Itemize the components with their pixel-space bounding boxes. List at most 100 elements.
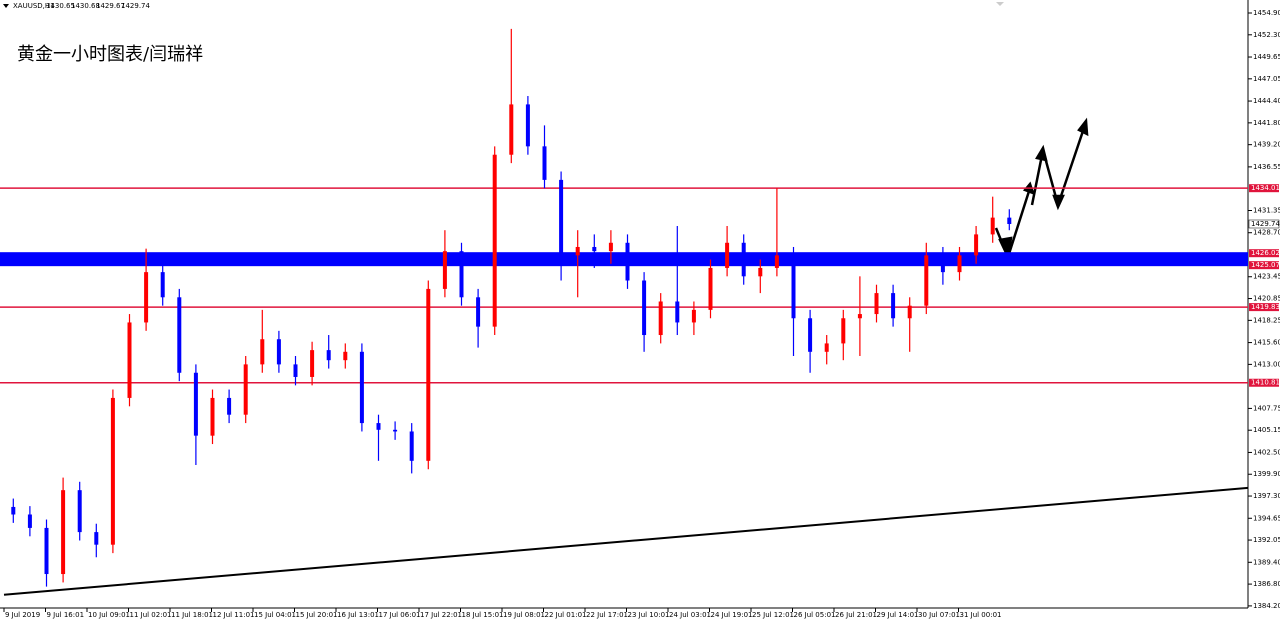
candle-body bbox=[343, 351, 348, 361]
candle-body bbox=[509, 104, 514, 155]
candle-body bbox=[874, 293, 879, 315]
candle-body bbox=[758, 267, 763, 277]
candle-body bbox=[608, 242, 613, 252]
level-label-box bbox=[1249, 249, 1279, 258]
candle-body bbox=[393, 429, 398, 432]
y-tick-label: 1386.80 bbox=[1253, 580, 1280, 588]
x-tick-label: 17 Jul 22:01 bbox=[420, 611, 462, 619]
x-tick-label: 24 Jul 19:01 bbox=[711, 611, 753, 619]
x-tick-label: 26 Jul 21:01 bbox=[835, 611, 877, 619]
level-label-box bbox=[1249, 303, 1279, 312]
x-tick-label: 22 Jul 17:01 bbox=[586, 611, 628, 619]
candle-body bbox=[409, 431, 414, 461]
shift-marker bbox=[996, 2, 1004, 6]
candle-body bbox=[824, 343, 829, 352]
candle-body bbox=[459, 251, 464, 298]
level-label-box bbox=[1249, 261, 1279, 270]
chart-title: 黄金一小时图表/闫瑞祥 bbox=[17, 44, 203, 65]
x-tick-label: 25 Jul 12:01 bbox=[752, 611, 794, 619]
y-tick-label: 1444.40 bbox=[1253, 97, 1280, 105]
candle-body bbox=[857, 314, 862, 319]
candle-body bbox=[476, 297, 481, 327]
candle-body bbox=[907, 305, 912, 319]
y-tick-label: 1392.05 bbox=[1253, 536, 1280, 544]
y-tick-label: 1420.85 bbox=[1253, 295, 1280, 303]
candle-body bbox=[492, 154, 497, 327]
header-price: 1430.68 bbox=[71, 2, 100, 10]
y-tick-label: 1413.00 bbox=[1253, 360, 1280, 368]
y-tick-label: 1402.50 bbox=[1253, 448, 1280, 456]
candle-body bbox=[11, 506, 16, 515]
candle-body bbox=[94, 532, 99, 545]
arrow-path bbox=[1030, 124, 1087, 210]
candle-body bbox=[210, 397, 215, 436]
x-tick-label: 12 Jul 11:01 bbox=[213, 611, 255, 619]
level-label-box bbox=[1249, 184, 1279, 193]
candle-body bbox=[276, 339, 281, 365]
y-tick-label: 1384.20 bbox=[1253, 602, 1280, 610]
header-price: 1429.74 bbox=[121, 2, 150, 10]
candle-body bbox=[376, 423, 381, 430]
y-tick-label: 1436.55 bbox=[1253, 163, 1280, 171]
candle-body bbox=[193, 372, 198, 436]
x-tick-label: 11 Jul 18:01 bbox=[171, 611, 213, 619]
y-tick-label: 1431.35 bbox=[1253, 206, 1280, 214]
x-tick-label: 26 Jul 05:01 bbox=[794, 611, 836, 619]
trendline bbox=[3, 486, 1249, 596]
candle-body bbox=[27, 514, 32, 528]
header-price: 1430.65 bbox=[46, 2, 75, 10]
y-tick-label: 1405.15 bbox=[1253, 426, 1280, 434]
candle-body bbox=[61, 490, 66, 575]
candle-body bbox=[310, 350, 315, 377]
y-tick-label: 1454.90 bbox=[1253, 9, 1280, 17]
y-tick-label: 1452.30 bbox=[1253, 31, 1280, 39]
candle-body bbox=[974, 234, 979, 256]
arrow-head bbox=[1077, 117, 1089, 137]
x-tick-label: 11 Jul 02:01 bbox=[130, 611, 172, 619]
candle-body bbox=[990, 217, 995, 235]
y-tick-label: 1449.65 bbox=[1253, 53, 1280, 61]
candle-body bbox=[575, 246, 580, 256]
candle-body bbox=[658, 301, 663, 336]
y-tick-label: 1389.40 bbox=[1253, 558, 1280, 566]
level-label: 1425.07 bbox=[1251, 261, 1280, 269]
candle-body bbox=[891, 293, 896, 319]
header-price: 1429.67 bbox=[96, 2, 125, 10]
level-label: 1419.83 bbox=[1251, 303, 1280, 311]
level-label: 1426.02 bbox=[1251, 249, 1280, 257]
level-label: 1434.01 bbox=[1251, 184, 1280, 192]
x-tick-label: 9 Jul 2019 bbox=[5, 611, 40, 619]
x-tick-label: 23 Jul 10:01 bbox=[628, 611, 670, 619]
level-label: 1410.81 bbox=[1251, 379, 1280, 387]
candle-body bbox=[625, 242, 630, 281]
x-tick-label: 16 Jul 13:01 bbox=[337, 611, 379, 619]
candle-body bbox=[260, 339, 265, 365]
candle-body bbox=[77, 490, 82, 533]
candle-body bbox=[642, 280, 647, 336]
candle-body bbox=[774, 255, 779, 268]
current-price-label: 1429.74 bbox=[1251, 220, 1280, 228]
y-tick-label: 1415.60 bbox=[1253, 339, 1280, 347]
y-tick-label: 1394.65 bbox=[1253, 514, 1280, 522]
x-tick-label: 10 Jul 09:01 bbox=[88, 611, 130, 619]
candle-body bbox=[144, 272, 149, 323]
candle-body bbox=[177, 297, 182, 373]
candle-body bbox=[326, 350, 331, 361]
candle-body bbox=[359, 351, 364, 424]
candle-body bbox=[525, 104, 530, 147]
current-price-box bbox=[1248, 219, 1280, 229]
x-tick-label: 22 Jul 01:01 bbox=[545, 611, 587, 619]
y-tick-label: 1399.90 bbox=[1253, 470, 1280, 478]
arrow-head bbox=[1052, 194, 1065, 211]
candle-body bbox=[592, 246, 597, 252]
candle-body bbox=[44, 527, 49, 575]
level-label-box bbox=[1249, 378, 1279, 387]
candle-body bbox=[691, 309, 696, 323]
header-icon bbox=[3, 4, 9, 8]
candle-body bbox=[559, 179, 564, 256]
candle-body bbox=[841, 318, 846, 344]
candle-body bbox=[725, 242, 730, 268]
candle-body bbox=[1007, 217, 1012, 224]
x-tick-label: 19 Jul 08:01 bbox=[503, 611, 545, 619]
